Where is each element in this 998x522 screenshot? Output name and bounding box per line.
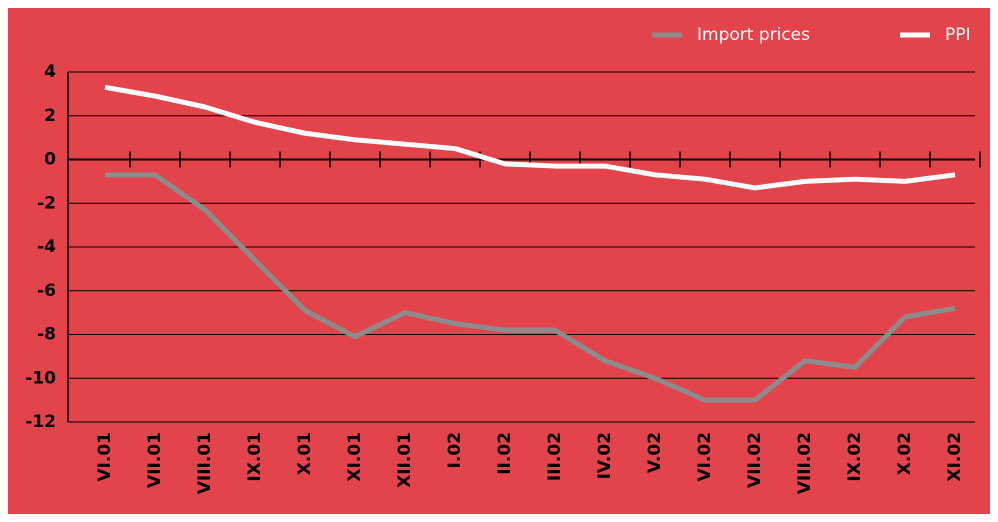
x-tick-label: IX.02 <box>845 432 865 482</box>
y-tick-label: -4 <box>37 237 56 257</box>
y-tick-label: -2 <box>37 193 56 213</box>
x-tick-label: II.02 <box>495 432 515 475</box>
x-tick-label: IX.01 <box>245 432 265 482</box>
x-tick-label: VI.02 <box>695 432 715 482</box>
x-tick-label: VIII.01 <box>195 432 215 494</box>
background <box>8 8 990 514</box>
y-tick-label: 2 <box>44 106 56 126</box>
x-tick-label: XII.01 <box>395 432 415 488</box>
y-tick-label: 4 <box>44 62 56 82</box>
x-tick-label: VI.01 <box>95 432 115 482</box>
y-tick-label: -8 <box>37 325 56 345</box>
x-tick-label: V.02 <box>645 432 665 473</box>
line-series <box>104 84 956 191</box>
x-tick-label: VIII.02 <box>795 432 815 494</box>
x-tick-label: VII.02 <box>745 432 765 488</box>
x-tick-label: X.02 <box>895 432 915 475</box>
y-tick-label: -12 <box>25 412 56 432</box>
line-series <box>105 172 956 403</box>
x-tick-label: XI.02 <box>945 432 965 482</box>
y-tick-label: 0 <box>44 150 56 170</box>
x-tick-label: I.02 <box>445 432 465 468</box>
legend-label: Import prices <box>697 25 810 45</box>
y-tick-label: -6 <box>37 281 56 301</box>
y-tick-label: -10 <box>25 368 56 388</box>
legend-label: PPI <box>945 25 971 45</box>
x-tick-label: VII.01 <box>145 432 165 488</box>
x-tick-label: XI.01 <box>345 432 365 482</box>
x-tick-label: IV.02 <box>595 432 615 479</box>
x-tick-label: III.02 <box>545 432 565 481</box>
x-tick-label: X.01 <box>295 432 315 475</box>
